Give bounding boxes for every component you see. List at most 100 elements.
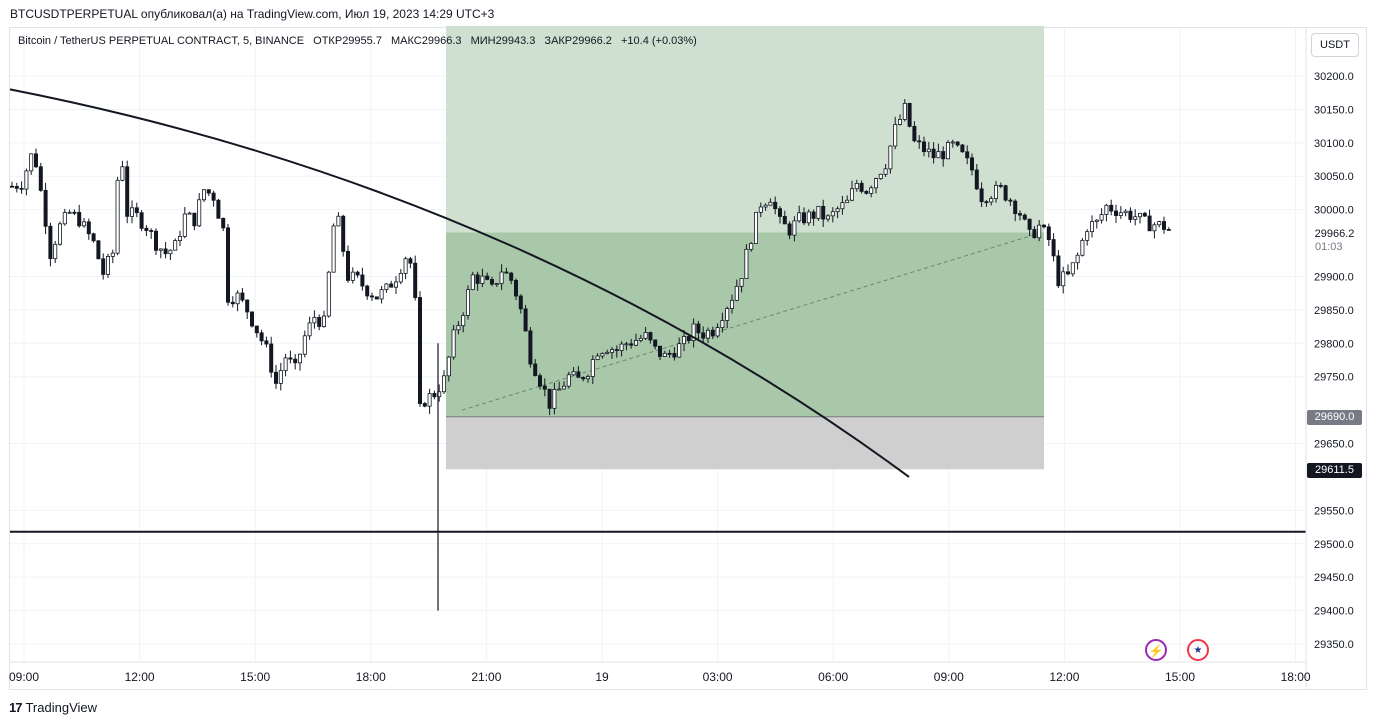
candle-body [1046,226,1051,240]
candle-body [566,374,571,387]
candle-body [638,337,643,341]
candle-body [758,206,763,213]
candle-body [480,275,485,284]
candle-body [1166,229,1171,231]
candle-body [1070,262,1075,275]
candle-body [778,208,783,217]
candle-body [514,279,519,297]
candle-body [48,225,53,260]
candle-body [350,271,355,281]
candle-body [1008,199,1013,202]
candle-body [389,283,394,288]
candle-body [1061,271,1066,287]
candle-body [451,329,456,358]
candle-body [907,102,912,127]
candle-body [470,274,475,291]
candle-body [989,198,994,203]
candle-body [898,119,903,125]
candle-body [264,340,269,345]
candle-body [763,204,768,208]
y-tick-label: 29850.0 [1314,305,1354,317]
candle-body [297,353,302,364]
publish-header: BTCUSDTPERPETUAL опубликовал(а) на Tradi… [10,7,495,21]
bar-countdown: 01:03 [1315,241,1343,253]
x-tick-label: 12:00 [1049,670,1079,684]
candle-body [393,281,398,288]
candle-body [797,212,802,222]
us-flag-icon[interactable]: ★ [1187,639,1209,661]
candle-body [499,271,504,284]
candle-body [878,173,883,179]
candle-body [883,168,888,175]
price-axis: 30200.0 30150.0 30100.0 30050.0 30000.0 29900… [1305,28,1354,690]
candle-body [658,345,663,357]
candle-body [946,141,951,160]
candle-body [1094,219,1099,223]
candle-body [163,248,168,255]
candle-body [446,356,451,377]
candle-body [384,283,389,291]
candle-body [974,169,979,190]
candle-body [768,201,773,206]
candle-body [461,315,466,327]
candle-body [802,212,807,224]
candle-body [58,223,63,245]
candle-body [754,211,759,244]
candle-body [850,188,855,201]
candle-body [326,271,331,317]
candle-body [614,349,619,351]
y-tick-label: 30100.0 [1314,138,1354,150]
x-tick-label: 15:00 [1165,670,1195,684]
trendline [9,88,910,478]
candle-body [302,335,307,355]
candle-body [1147,215,1152,232]
y-tick-label: 29350.0 [1314,639,1354,651]
currency-button[interactable]: USDT [1311,33,1359,57]
candle-body [936,151,941,159]
stop-price-label: 29611.5 [1307,463,1362,478]
candle-body [62,212,67,225]
candle-body [605,351,610,354]
position-zones [446,25,1044,470]
x-tick-label: 18:00 [1281,670,1311,684]
candle-body [821,205,826,220]
candle-body [106,256,111,275]
candle-body [816,205,821,219]
candle-body [221,217,226,229]
candle-body [902,102,907,120]
candle-body [1133,216,1138,220]
candle-body [211,192,216,201]
candle-body [360,274,365,287]
candle-body [542,385,547,390]
position-dashed-path [461,232,1041,411]
candle-body [489,279,494,285]
candle-body [34,153,39,168]
candle-body [547,388,552,409]
candle-body [1018,213,1023,216]
candle-body [782,216,787,225]
candle-body [408,258,413,264]
candle-body [629,343,634,346]
candle-body [235,292,240,305]
candle-body [173,240,178,251]
tradingview-logo-icon: 17 [9,700,23,715]
candle-body [475,274,480,284]
candle-body [485,275,490,280]
candle-body [648,332,653,341]
footer-logo[interactable]: 17 TradingView [9,700,97,715]
candle-body [518,295,523,310]
lightning-icon[interactable]: ⚡ [1145,639,1167,661]
candle-body [144,227,149,231]
candle-body [1032,229,1037,239]
y-tick-label: 30200.0 [1314,71,1354,83]
candle-body [134,207,139,214]
candle-body [1075,254,1080,264]
candle-body [912,125,917,142]
candle-body [1104,204,1109,215]
candle-body [101,258,106,275]
candle-body [374,296,379,300]
candle-body [14,185,19,189]
stop-zone [446,416,1044,470]
candle-body [667,352,672,355]
